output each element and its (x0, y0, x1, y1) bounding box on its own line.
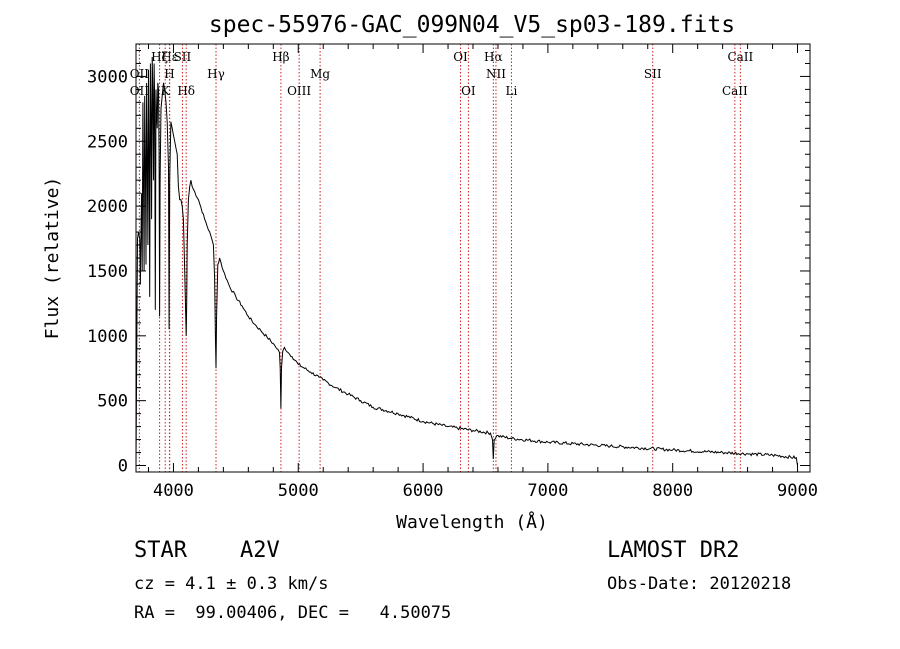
line-marker-label: SII (644, 67, 662, 81)
class-label: STAR (134, 538, 187, 563)
x-tick-label: 9000 (777, 481, 818, 501)
x-axis-label: Wavelength (Å) (396, 511, 548, 533)
line-marker-label: OIII (287, 84, 311, 98)
cz-value: cz = 4.1 ± 0.3 km/s (134, 574, 329, 594)
line-marker-label: H (164, 67, 174, 81)
x-tick-label: 4000 (153, 481, 194, 501)
line-marker-label: OII (130, 67, 150, 81)
line-marker-label: Hβ (272, 50, 289, 64)
x-tick-label: 5000 (278, 481, 319, 501)
line-marker-label: K (161, 84, 171, 98)
y-tick-label: 3000 (87, 67, 128, 87)
line-marker-label: Hζ (151, 50, 168, 64)
line-marker-label: Hα (484, 50, 503, 64)
y-tick-label: 2000 (87, 197, 128, 217)
line-marker-label: SII (174, 50, 192, 64)
line-marker-label: Hδ (177, 84, 195, 98)
subclass-label: A2V (240, 538, 280, 563)
line-marker-label: Li (506, 84, 518, 98)
y-axis-label: Flux (relative) (42, 177, 63, 340)
x-tick-label: 7000 (527, 481, 568, 501)
x-tick-label: 6000 (403, 481, 444, 501)
coordinates: RA = 99.00406, DEC = 4.50075 (134, 603, 452, 623)
line-marker-label: CaII (727, 50, 753, 64)
line-marker-label: OI (453, 50, 468, 64)
line-marker-label: NII (486, 67, 506, 81)
line-marker-label: OI (461, 84, 476, 98)
obs-date: Obs-Date: 20120218 (607, 574, 792, 594)
y-axis: 0 500 1000 1500 2000 2500 3000 (87, 49, 810, 477)
line-marker-label: Mg (310, 67, 330, 81)
y-tick-label: 1000 (87, 327, 128, 347)
x-axis: 4000 5000 6000 7000 8000 9000 (147, 44, 818, 501)
y-tick-label: 1500 (87, 262, 128, 282)
x-tick-label: 8000 (652, 481, 693, 501)
line-marker-label: OII (130, 84, 150, 98)
line-marker-label: CaII (722, 84, 748, 98)
survey-label: LAMOST DR2 (607, 538, 740, 563)
y-tick-label: 500 (97, 392, 128, 412)
spectrum-line (135, 56, 798, 466)
y-tick-label: 2500 (87, 132, 128, 152)
y-tick-label: 0 (118, 457, 128, 477)
line-marker-label: Hε (161, 50, 178, 64)
line-marker-label: Hγ (207, 67, 225, 81)
plot-frame (135, 43, 811, 473)
chart-title: spec-55976-GAC_099N04_V5_sp03-189.fits (209, 12, 735, 38)
